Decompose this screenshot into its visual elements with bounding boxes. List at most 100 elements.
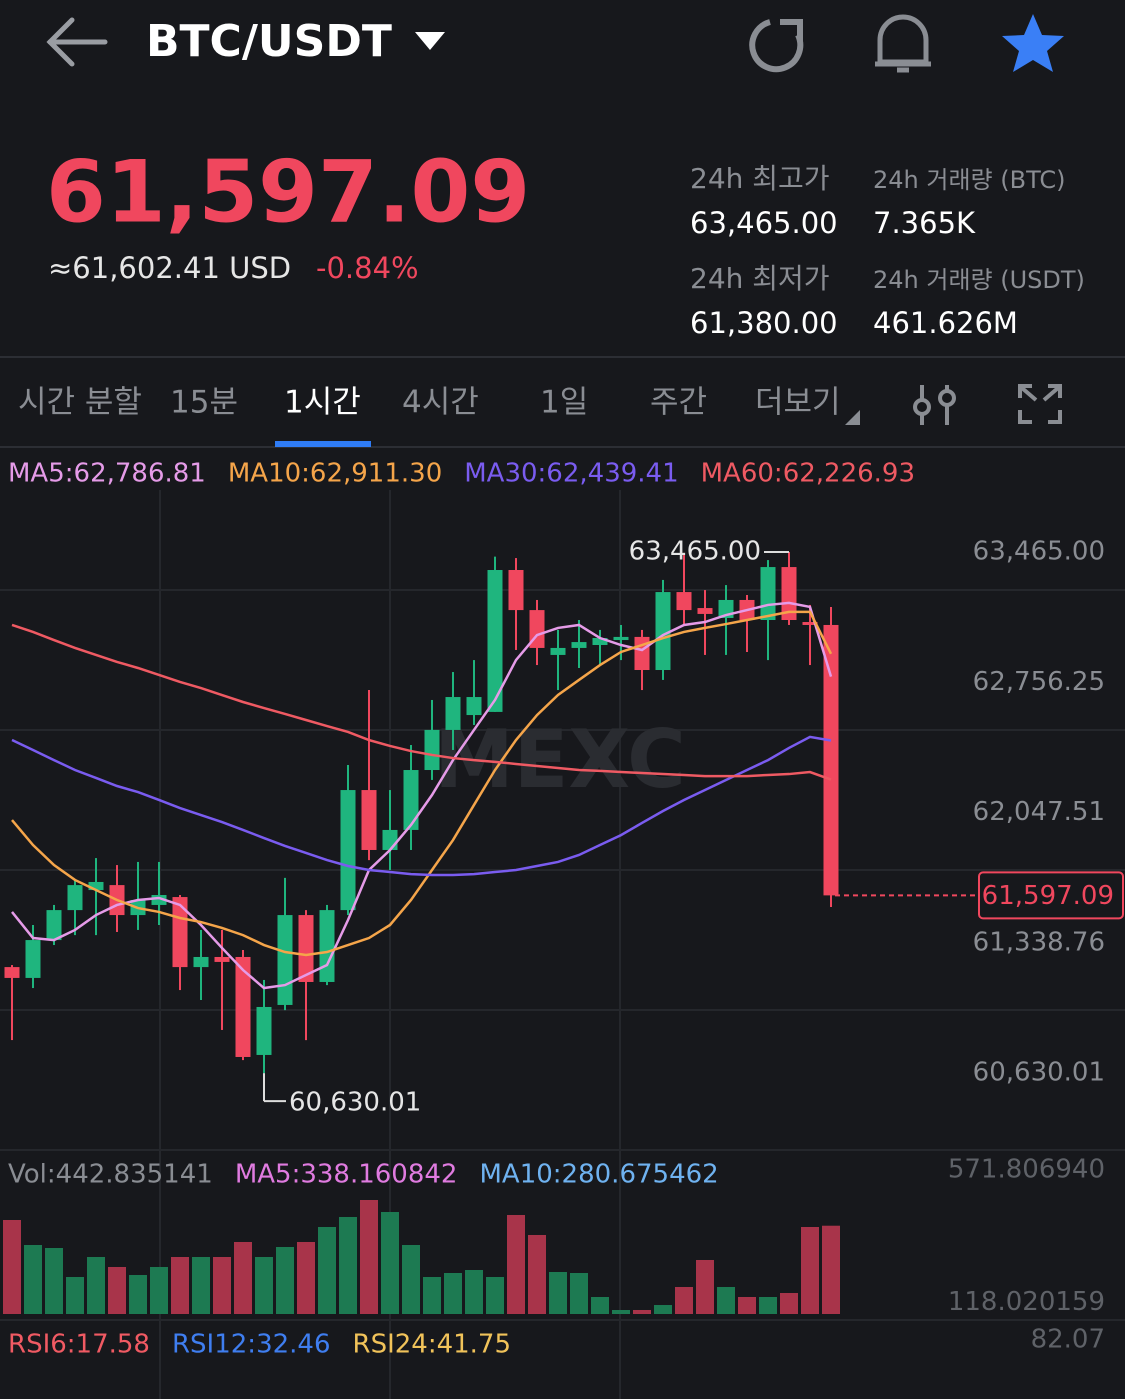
volume-bar — [759, 1296, 777, 1314]
stat-label: 24h 최고가 — [690, 162, 830, 195]
rsi-legend: RSI12:32.46 — [172, 1330, 331, 1360]
volume-bar — [549, 1271, 567, 1314]
fullscreen-icon[interactable] — [1018, 384, 1062, 424]
volume-bar — [381, 1212, 399, 1314]
stat-value: 461.626M — [873, 306, 1018, 340]
alert-icon[interactable] — [875, 14, 931, 73]
candle-body — [487, 570, 503, 712]
back-button[interactable] — [46, 17, 108, 67]
grid — [0, 490, 1125, 1399]
refresh-icon[interactable] — [749, 19, 804, 73]
volume-bar — [255, 1257, 273, 1314]
ma-line — [11, 601, 833, 990]
tab[interactable]: 더보기 — [755, 385, 841, 421]
candle-body — [235, 956, 251, 1057]
volume-bar — [171, 1257, 189, 1314]
ma-line — [11, 623, 832, 781]
candle-body — [592, 638, 608, 646]
pair-title[interactable]: BTC/USDT — [146, 16, 392, 67]
volume-bar — [780, 1293, 798, 1314]
last-price-tag-label: 61,597.09 — [982, 881, 1114, 911]
volume-bar — [570, 1272, 588, 1314]
y-tick-label: 63,465.00 — [973, 536, 1105, 566]
y-tick-label: 60,630.01 — [973, 1058, 1105, 1088]
candle-body — [613, 636, 629, 641]
volume-bar — [276, 1246, 294, 1314]
volume-bar — [654, 1305, 672, 1314]
candle-body — [550, 647, 566, 655]
tab-underline — [275, 441, 371, 447]
volume-bar — [234, 1241, 252, 1314]
tab[interactable]: 1시간 — [284, 385, 361, 421]
stat-value: 7.365K — [873, 206, 976, 240]
candle-body — [277, 915, 293, 1005]
ma-legend: MA5:62,786.81 — [8, 459, 206, 489]
volume-bar — [717, 1287, 735, 1314]
last-price: 61,597.09 — [46, 142, 530, 242]
volume-bar — [738, 1296, 756, 1314]
volume-bar — [591, 1296, 609, 1314]
ma-legend: MA60:62,226.93 — [701, 459, 915, 489]
candle-body — [214, 956, 230, 962]
candle-body — [697, 608, 713, 614]
volume-legend: Vol:442.835141 — [8, 1160, 213, 1190]
candle-body — [508, 570, 524, 611]
candle-body — [67, 885, 83, 911]
volume-legend: MA5:338.160842 — [235, 1160, 458, 1190]
y-tick-label: 62,756.25 — [973, 667, 1105, 697]
candle-body — [88, 881, 104, 891]
tab[interactable]: 1일 — [540, 385, 588, 421]
candle-body — [46, 910, 62, 941]
candle-body — [361, 790, 377, 850]
candle-body — [25, 940, 41, 978]
tab[interactable]: 시간 분할 — [18, 385, 142, 421]
candle-body — [445, 697, 461, 730]
candle-body — [760, 567, 776, 621]
volume-bar — [108, 1266, 126, 1314]
volume-bar — [129, 1275, 147, 1314]
usd-price: ≈61,602.41 USD — [48, 251, 291, 285]
volume-legend: MA10:280.675462 — [479, 1160, 718, 1190]
volume-bar — [213, 1257, 231, 1314]
tab[interactable]: 4시간 — [402, 385, 479, 421]
volume-bar — [528, 1234, 546, 1314]
volume-bar — [66, 1276, 84, 1314]
stat-value: 63,465.00 — [690, 206, 838, 240]
volume-bar — [297, 1241, 315, 1314]
candle-body — [655, 592, 671, 671]
favorite-icon[interactable] — [1002, 14, 1064, 72]
volume-bar — [801, 1226, 819, 1314]
high-label: 63,465.00 — [629, 536, 761, 566]
volume-bar — [633, 1309, 651, 1314]
tab-bar: 시간 분할 15분 1시간 4시간 1일 주간 더보기 — [18, 385, 860, 447]
candle-body — [424, 729, 440, 771]
candle-body — [403, 770, 419, 830]
volume-bar — [24, 1244, 42, 1314]
pair-dropdown[interactable] — [415, 32, 445, 50]
price-change: -0.84% — [316, 251, 419, 285]
volume-bar — [444, 1272, 462, 1314]
candle-body — [4, 967, 20, 978]
volume-bar — [675, 1287, 693, 1314]
volume-bar — [3, 1219, 21, 1314]
candle-body — [340, 790, 356, 911]
volume-bar — [486, 1276, 504, 1314]
volume-bar — [822, 1225, 840, 1314]
candle-body — [823, 624, 839, 896]
candle-body — [172, 897, 188, 968]
more-caret — [845, 410, 860, 425]
tab[interactable]: 주간 — [650, 385, 707, 421]
candle-body — [382, 829, 398, 850]
candle-chart: MA5:62,786.81 MA10:62,911.30 MA30:62,439.4… — [3, 459, 1124, 1360]
candle-body — [193, 956, 209, 968]
candle-body — [802, 622, 818, 625]
volume-bar — [339, 1216, 357, 1314]
indicator-icon[interactable] — [913, 385, 956, 425]
y-tick-label: 61,338.76 — [973, 927, 1105, 957]
volume-bar — [612, 1309, 630, 1314]
tab[interactable]: 15분 — [170, 385, 238, 421]
candle-body — [676, 592, 692, 611]
candle-body — [634, 636, 650, 671]
